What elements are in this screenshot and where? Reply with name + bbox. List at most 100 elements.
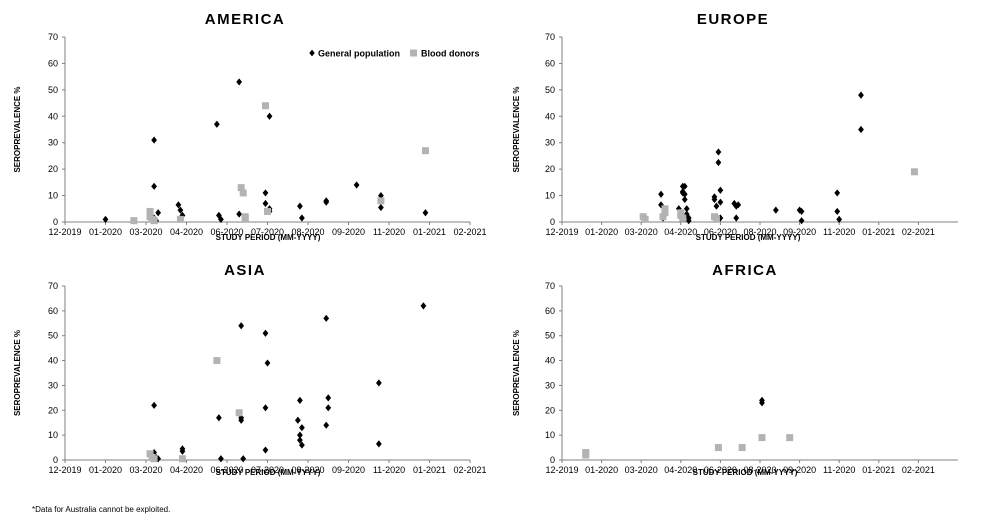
general-population-point [299, 424, 305, 432]
x-axis-label: STUDY PERIOD (MM-YYYY) [693, 468, 798, 477]
x-tick-label: 03-2020 [625, 227, 658, 237]
y-tick-label: 10 [545, 191, 555, 201]
y-tick-label: 60 [545, 306, 555, 316]
y-axis-label: SEROPREVALENCE % [512, 86, 521, 172]
general-population-point [834, 189, 841, 197]
y-tick-label: 60 [48, 306, 58, 316]
y-tick-label: 20 [48, 164, 58, 174]
general-population-point [715, 148, 722, 156]
y-tick-label: 30 [48, 138, 58, 148]
x-tick-label: 08-2020 [291, 227, 324, 237]
x-tick-label: 09-2020 [783, 465, 816, 475]
y-tick-label: 0 [550, 217, 555, 227]
y-tick-label: 40 [545, 356, 555, 366]
x-tick-label: 03-2020 [625, 465, 658, 475]
y-tick-label: 0 [53, 217, 58, 227]
general-population-point [236, 78, 243, 86]
legend-general-population-label: General population [318, 49, 400, 59]
y-tick-label: 40 [545, 111, 555, 121]
x-tick-label: 09-2020 [783, 227, 816, 237]
x-tick-label: 04-2020 [170, 465, 203, 475]
blood-donors-point [146, 450, 154, 458]
general-population-point [297, 396, 303, 404]
blood-donors-point [237, 184, 245, 192]
x-tick-label: 01-2021 [413, 227, 446, 237]
y-tick-label: 0 [550, 455, 555, 465]
x-tick-label: 07-2020 [251, 465, 284, 475]
blood-donors-point [758, 434, 766, 442]
blood-donors-point [421, 147, 429, 155]
general-population-point [681, 190, 688, 198]
x-tick-label: 06-2020 [704, 465, 737, 475]
x-tick-label: 08-2020 [743, 465, 776, 475]
panel-asia: ASIA 0 10 20 30 40 50 60 70 12-2019 01-2020 03-2020… [13, 262, 487, 477]
x-tick-label: 06-2020 [210, 465, 243, 475]
y-tick-label: 20 [48, 405, 58, 415]
general-population-point [264, 359, 271, 367]
blood-donors-point [582, 451, 590, 459]
blood-donors-point [661, 205, 669, 213]
general-population-point [420, 302, 427, 310]
general-population-point [858, 91, 864, 99]
x-tick-label: 12-2019 [48, 227, 81, 237]
general-population-point [683, 205, 690, 213]
blood-donors-point [261, 102, 269, 110]
general-population-point [213, 120, 220, 128]
general-population-point [236, 210, 243, 218]
x-tick-label: 02-2021 [902, 227, 935, 237]
x-axis-label: STUDY PERIOD (MM-YYYY) [696, 233, 801, 242]
general-population-point [735, 201, 742, 209]
x-tick-label: 11-2020 [373, 227, 405, 237]
general-population-point [175, 201, 182, 209]
general-population-point [299, 214, 305, 222]
x-tick-label: 12-2019 [48, 465, 81, 475]
blood-donors-point [146, 207, 154, 215]
general-population-point [353, 181, 360, 189]
y-tick-label: 70 [545, 32, 555, 42]
legend-blood-donors-marker [410, 49, 417, 57]
general-population-point [262, 189, 269, 197]
general-population-point [325, 404, 332, 412]
y-tick-label: 10 [48, 430, 58, 440]
y-tick-label: 20 [545, 405, 555, 415]
y-tick-label: 10 [48, 191, 58, 201]
x-tick-label: 06-2020 [704, 227, 737, 237]
blood-donors-point [150, 217, 158, 225]
legend: General population Blood donors [309, 49, 480, 59]
general-population-point [422, 209, 429, 217]
y-tick-label: 30 [545, 380, 555, 390]
x-tick-label: 11-2020 [823, 465, 855, 475]
general-population-point [262, 446, 269, 454]
x-tick-label: 09-2020 [332, 465, 365, 475]
y-tick-label: 50 [545, 85, 555, 95]
y-axis-label: SEROPREVALENCE % [13, 330, 22, 416]
x-tick-label: 08-2020 [291, 465, 324, 475]
y-tick-label: 40 [48, 356, 58, 366]
x-tick-label: 04-2020 [664, 465, 697, 475]
general-population-point [177, 206, 184, 214]
general-population-point [218, 455, 224, 463]
general-population-point [266, 112, 273, 120]
blood-donors-point [659, 213, 667, 221]
blood-donors-point [235, 409, 243, 417]
general-population-point [713, 202, 720, 210]
blood-donors-point [176, 215, 184, 223]
y-axis-label: SEROPREVALENCE % [13, 86, 22, 172]
panel-title: EUROPE [697, 11, 769, 28]
general-population-point [658, 190, 664, 198]
general-population-point [798, 217, 805, 225]
general-population-point [262, 404, 269, 412]
general-population-point [151, 182, 157, 190]
x-axis-label: STUDY PERIOD (MM-YYYY) [216, 233, 321, 242]
general-population-point [717, 186, 724, 194]
y-tick-label: 30 [48, 380, 58, 390]
y-tick-label: 70 [48, 32, 58, 42]
x-tick-label: 03-2020 [129, 465, 162, 475]
blood-donors-point [264, 207, 271, 215]
x-tick-label: 07-2020 [251, 227, 284, 237]
footnote: *Data for Australia cannot be exploited. [32, 505, 171, 514]
panel-america: AMERICA 0 10 20 30 40 50 60 70 12-2019 01-2020 03-2… [13, 11, 487, 242]
x-tick-label: 03-2020 [129, 227, 162, 237]
general-population-point [717, 198, 724, 206]
